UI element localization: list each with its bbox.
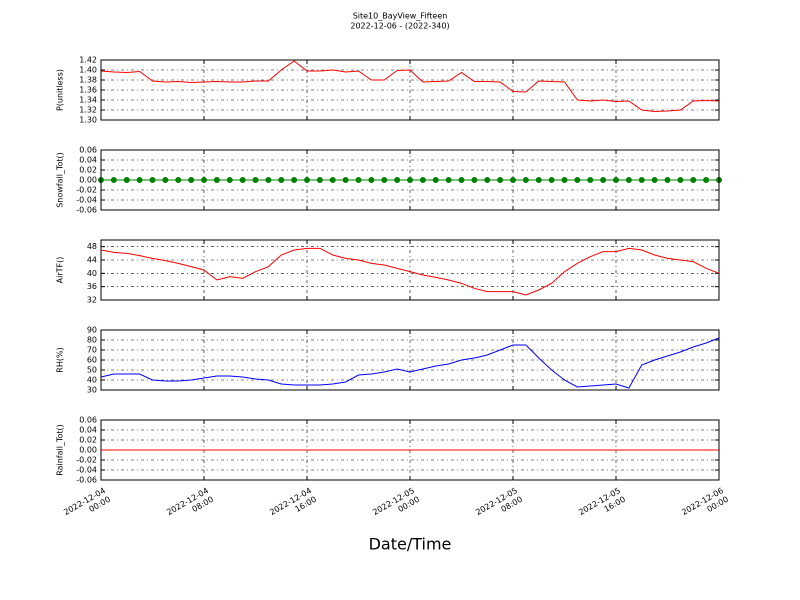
point (535, 177, 542, 183)
point (651, 177, 658, 183)
point (252, 177, 259, 183)
y-tick-label: 0.00 (79, 176, 97, 185)
point (291, 177, 298, 183)
point (265, 177, 272, 183)
point (316, 177, 323, 183)
point (561, 177, 568, 183)
y-tick-label: 1.36 (79, 86, 97, 95)
y-tick-label: 1.34 (79, 96, 97, 105)
point (407, 177, 413, 183)
y-tick-label: -0.06 (76, 476, 97, 485)
point (458, 177, 465, 183)
y-tick-label: 1.42 (79, 56, 97, 65)
point (690, 177, 697, 183)
y-tick-label: 40 (87, 269, 97, 278)
y-tick-label: 0.06 (79, 416, 97, 425)
point (355, 177, 362, 183)
y-tick-label: -0.04 (76, 466, 97, 475)
point (638, 177, 645, 183)
point (394, 177, 401, 183)
plot-frame (100, 329, 720, 391)
point (625, 177, 632, 183)
y-tick-label: 80 (87, 336, 97, 345)
y-tick-label: 0.04 (79, 426, 97, 435)
y-axis-label: Snowfall_Tot() (56, 152, 65, 208)
point (381, 177, 388, 183)
y-tick-label: 1.32 (79, 106, 97, 115)
series-line (100, 247, 720, 296)
y-tick-label: 48 (87, 242, 97, 251)
plot-frame (100, 59, 720, 121)
point (304, 177, 310, 183)
point (574, 177, 581, 183)
y-tick-label: 44 (87, 256, 97, 265)
point (484, 177, 491, 183)
y-tick-label: 32 (87, 296, 97, 305)
point (329, 177, 336, 183)
point (201, 177, 207, 183)
point (110, 177, 117, 183)
y-tick-label: 36 (87, 282, 97, 291)
chart-subtitle: 2022-12-06 - (2022-340) (350, 22, 449, 31)
y-axis-label: RH(%) (56, 347, 65, 372)
y-axis-label: P(unitless) (56, 69, 65, 111)
point (445, 177, 452, 183)
y-tick-label: 1.30 (79, 116, 97, 125)
y-tick-label: 70 (87, 346, 97, 355)
y-tick-label: -0.04 (76, 196, 97, 205)
point (136, 177, 143, 183)
point (432, 177, 439, 183)
point (419, 177, 426, 183)
point (162, 177, 169, 183)
point (342, 177, 349, 183)
point (123, 177, 130, 183)
point (677, 177, 684, 183)
point (149, 177, 156, 183)
point (510, 177, 516, 183)
y-axis-label: Rainfall_Tot() (56, 424, 65, 476)
y-tick-label: 0.02 (79, 166, 97, 175)
y-axis-label: AirTF() (56, 257, 65, 284)
point (239, 177, 246, 183)
plot-frame (100, 419, 720, 481)
y-tick-label: -0.06 (76, 206, 97, 215)
y-tick-label: 1.38 (79, 76, 97, 85)
point (703, 177, 710, 183)
y-tick-label: 90 (87, 326, 97, 335)
point (368, 177, 375, 183)
series-line (100, 337, 720, 389)
y-tick-label: 60 (87, 356, 97, 365)
y-tick-label: 1.40 (79, 66, 97, 75)
point (175, 177, 182, 183)
point (213, 177, 220, 183)
point (471, 177, 478, 183)
series-line (100, 60, 720, 113)
point (664, 177, 671, 183)
y-tick-label: -0.02 (76, 186, 97, 195)
point (587, 177, 594, 183)
point (600, 177, 607, 183)
point (226, 177, 233, 183)
x-axis-label: Date/Time (369, 535, 452, 554)
y-tick-label: 0.04 (79, 156, 97, 165)
y-tick-label: 30 (87, 386, 97, 395)
point (548, 177, 555, 183)
y-tick-label: 40 (87, 376, 97, 385)
y-tick-label: 0.00 (79, 446, 97, 455)
y-tick-label: -0.02 (76, 456, 97, 465)
y-tick-label: 0.02 (79, 436, 97, 445)
point (497, 177, 504, 183)
plot-frame (100, 239, 720, 301)
point (278, 177, 285, 183)
point (522, 177, 529, 183)
chart-title: Site10_BayView_Fifteen (353, 12, 448, 21)
point (188, 177, 195, 183)
plot-frame (100, 149, 720, 211)
y-tick-label: 50 (87, 366, 97, 375)
y-tick-label: 0.06 (79, 146, 97, 155)
point (613, 177, 619, 183)
